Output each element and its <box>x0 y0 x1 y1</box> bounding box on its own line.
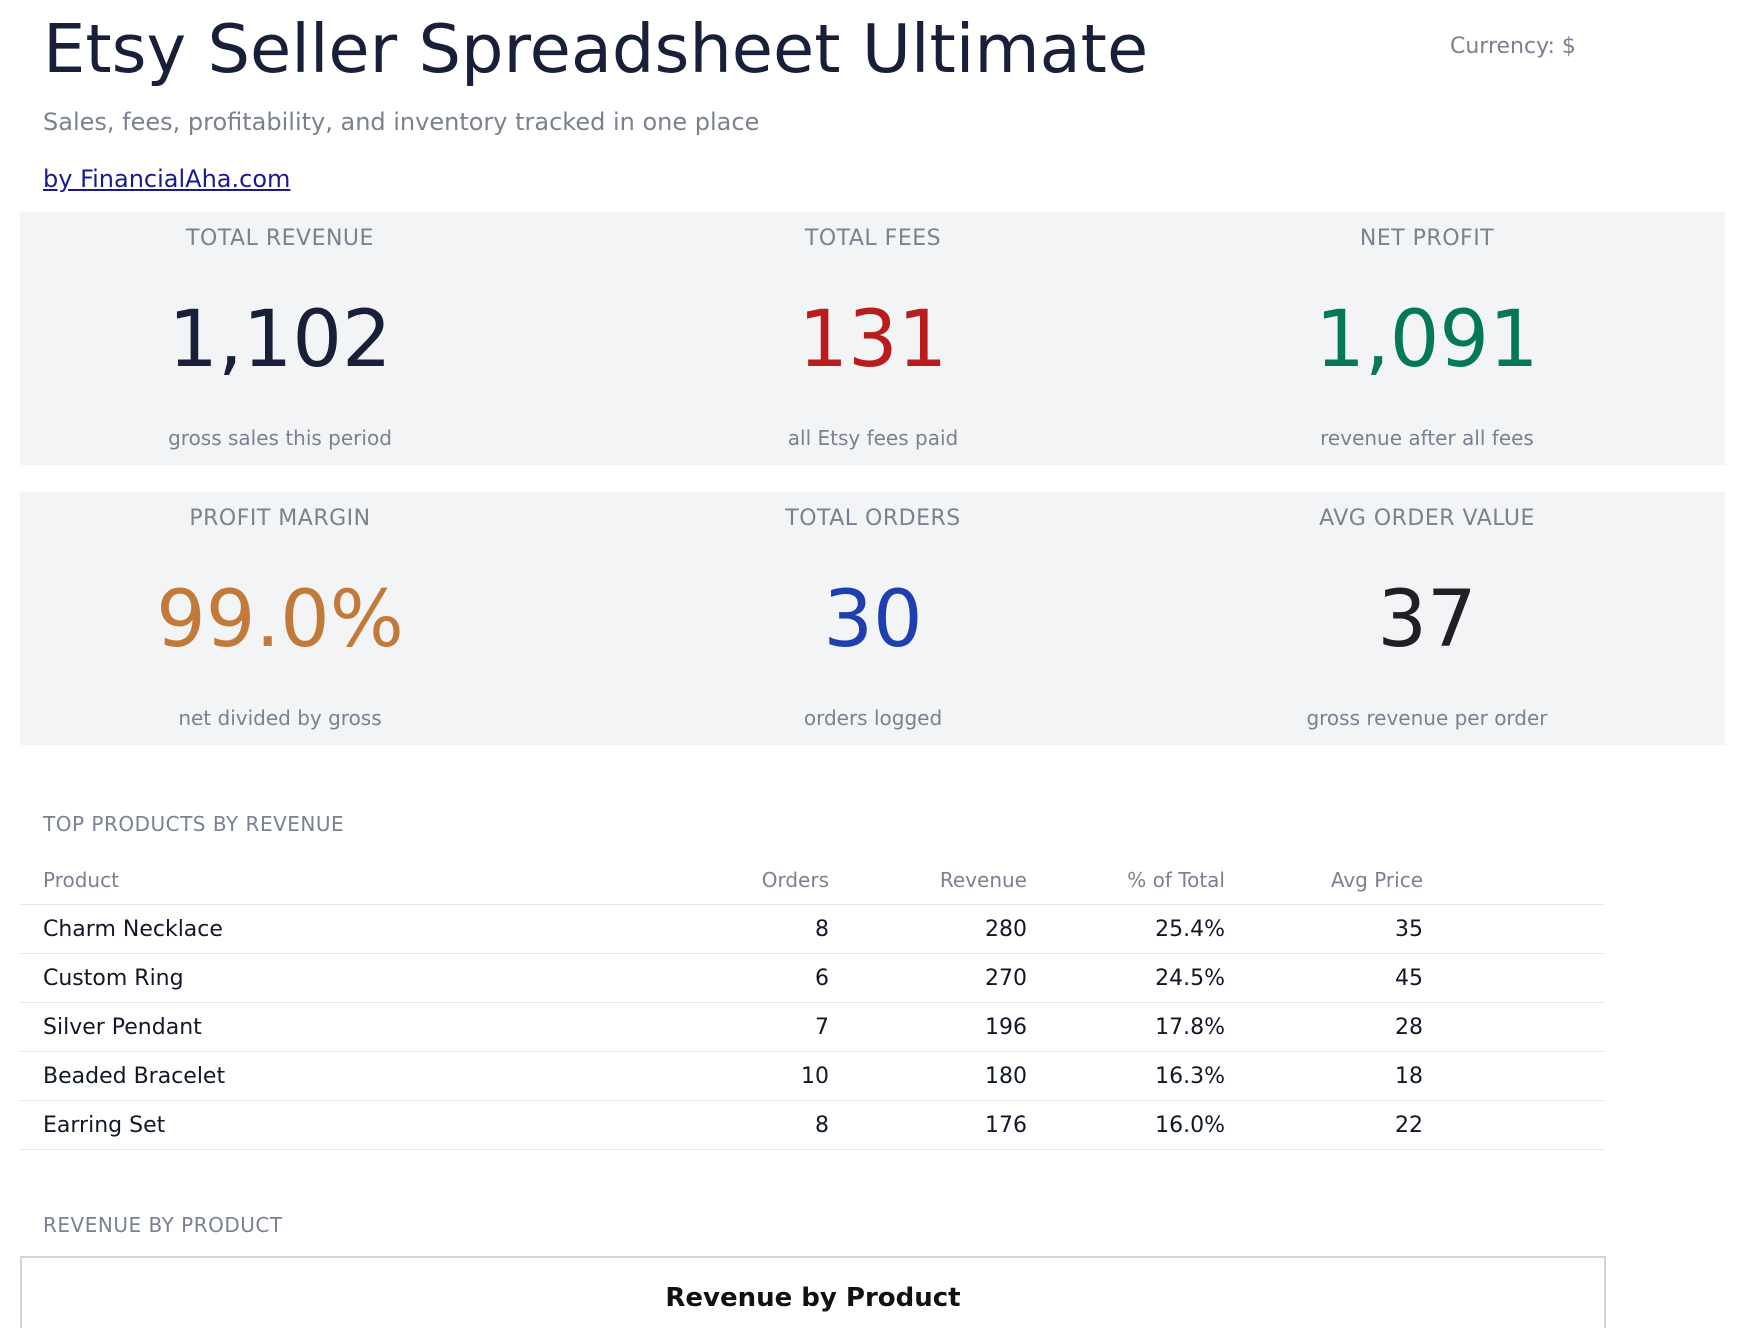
kpi-net-profit: NET PROFIT 1,091 revenue after all fees <box>1167 212 1687 465</box>
kpi-value: 99.0% <box>156 575 404 665</box>
kpi-label: PROFIT MARGIN <box>189 506 371 531</box>
table-row: Charm Necklace 8 280 25.4% 35 <box>20 905 1604 954</box>
cell-revenue: 176 <box>985 1113 1027 1138</box>
chart-title: Revenue by Product <box>665 1283 961 1313</box>
table-row: Beaded Bracelet 10 180 16.3% 18 <box>20 1052 1604 1101</box>
kpi-label: TOTAL ORDERS <box>785 506 961 531</box>
revenue-by-product-chart: Revenue by Product <box>20 1256 1606 1328</box>
cell-percent-of-total: 24.5% <box>1155 966 1225 991</box>
column-header-percent-of-total: % of Total <box>1127 868 1225 892</box>
cell-avg-price: 22 <box>1395 1113 1423 1138</box>
cell-percent-of-total: 16.3% <box>1155 1064 1225 1089</box>
cell-orders: 7 <box>815 1015 829 1040</box>
cell-percent-of-total: 25.4% <box>1155 917 1225 942</box>
cell-orders: 8 <box>815 1113 829 1138</box>
kpi-row-secondary: PROFIT MARGIN 99.0% net divided by gross… <box>20 492 1725 745</box>
currency-indicator: Currency: $ <box>1450 34 1576 59</box>
kpi-caption: all Etsy fees paid <box>787 426 959 450</box>
cell-orders: 8 <box>815 917 829 942</box>
top-products-table: Product Orders Revenue % of Total Avg Pr… <box>20 858 1604 1150</box>
cell-product: Custom Ring <box>43 966 184 991</box>
cell-product: Earring Set <box>43 1113 166 1138</box>
table-row: Earring Set 8 176 16.0% 22 <box>20 1101 1604 1150</box>
top-products-section-label: TOP PRODUCTS BY REVENUE <box>43 812 345 836</box>
kpi-caption: revenue after all fees <box>1320 426 1534 450</box>
byline-link[interactable]: by FinancialAha.com <box>43 165 291 193</box>
kpi-value: 1,102 <box>168 295 392 385</box>
cell-product: Charm Necklace <box>43 917 223 942</box>
page-title: Etsy Seller Spreadsheet Ultimate <box>43 10 1149 88</box>
kpi-row-primary: TOTAL REVENUE 1,102 gross sales this per… <box>20 212 1725 465</box>
kpi-value: 30 <box>823 575 923 665</box>
kpi-label: TOTAL REVENUE <box>186 226 374 251</box>
kpi-value: 131 <box>798 295 948 385</box>
kpi-caption: net divided by gross <box>178 706 382 730</box>
kpi-total-fees: TOTAL FEES 131 all Etsy fees paid <box>613 212 1133 465</box>
cell-revenue: 180 <box>985 1064 1027 1089</box>
cell-percent-of-total: 17.8% <box>1155 1015 1225 1040</box>
cell-percent-of-total: 16.0% <box>1155 1113 1225 1138</box>
cell-product: Beaded Bracelet <box>43 1064 226 1089</box>
cell-revenue: 280 <box>985 917 1027 942</box>
kpi-profit-margin: PROFIT MARGIN 99.0% net divided by gross <box>20 492 540 745</box>
cell-avg-price: 35 <box>1395 917 1423 942</box>
kpi-avg-order-value: AVG ORDER VALUE 37 gross revenue per ord… <box>1167 492 1687 745</box>
cell-avg-price: 45 <box>1395 966 1423 991</box>
column-header-revenue: Revenue <box>939 868 1027 892</box>
page-subtitle: Sales, fees, profitability, and inventor… <box>43 108 760 136</box>
cell-product: Silver Pendant <box>43 1015 202 1040</box>
cell-avg-price: 18 <box>1395 1064 1423 1089</box>
kpi-label: TOTAL FEES <box>804 226 942 251</box>
kpi-caption: gross sales this period <box>168 426 392 450</box>
kpi-label: AVG ORDER VALUE <box>1319 506 1535 531</box>
table-header-row: Product Orders Revenue % of Total Avg Pr… <box>20 858 1604 905</box>
table-row: Custom Ring 6 270 24.5% 45 <box>20 954 1604 1003</box>
cell-revenue: 270 <box>985 966 1027 991</box>
cell-revenue: 196 <box>985 1015 1027 1040</box>
kpi-total-revenue: TOTAL REVENUE 1,102 gross sales this per… <box>20 212 540 465</box>
table-row: Silver Pendant 7 196 17.8% 28 <box>20 1003 1604 1052</box>
cell-orders: 6 <box>815 966 829 991</box>
column-header-orders: Orders <box>761 868 829 892</box>
kpi-caption: gross revenue per order <box>1306 706 1548 730</box>
kpi-total-orders: TOTAL ORDERS 30 orders logged <box>613 492 1133 745</box>
kpi-value: 37 <box>1377 575 1477 665</box>
kpi-value: 1,091 <box>1315 295 1539 385</box>
kpi-label: NET PROFIT <box>1359 226 1495 251</box>
cell-avg-price: 28 <box>1395 1015 1423 1040</box>
kpi-caption: orders logged <box>803 706 943 730</box>
cell-orders: 10 <box>801 1064 829 1089</box>
revenue-chart-section-label: REVENUE BY PRODUCT <box>43 1213 283 1237</box>
column-header-product: Product <box>43 868 119 892</box>
column-header-avg-price: Avg Price <box>1330 868 1423 892</box>
